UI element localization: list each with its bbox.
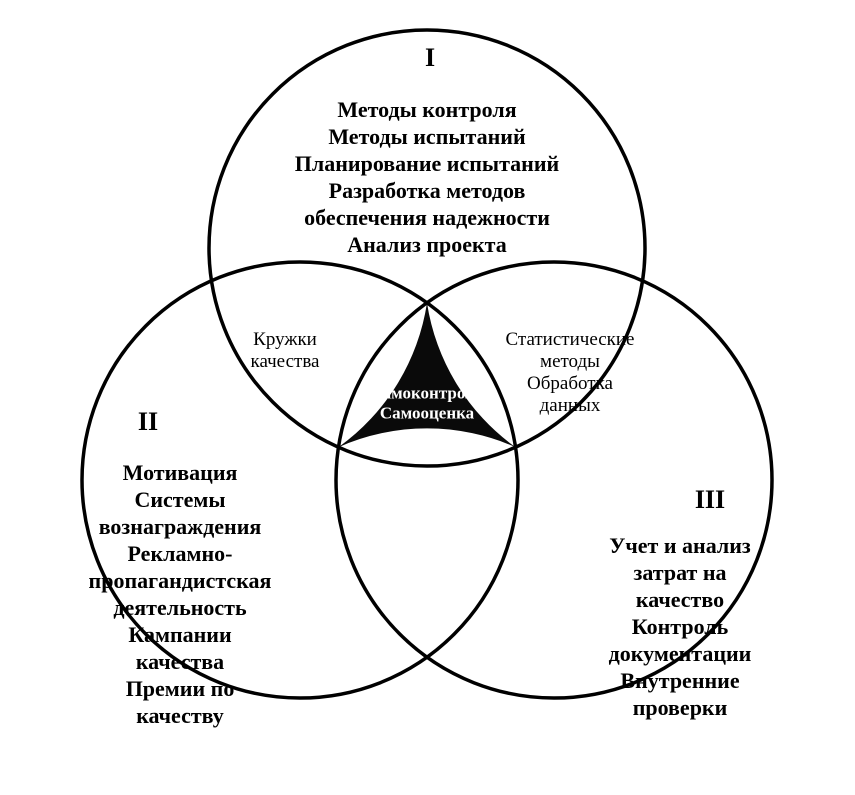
roman-III: III: [695, 485, 725, 514]
roman-II: II: [138, 407, 158, 436]
overlap-I-III-text: СтатистическиеметодыОбработкаданных: [505, 329, 634, 416]
circle-I-text: Методы контроляМетоды испытанийПланирова…: [295, 97, 560, 257]
overlap-I-II-text: Кружкикачества: [251, 329, 321, 372]
circle-III-text: Учет и анализзатрат накачествоКонтрольдо…: [609, 533, 752, 720]
roman-I: I: [425, 43, 435, 72]
venn-diagram: IIIIIIМетоды контроляМетоды испытанийПла…: [0, 0, 855, 795]
venn-center-text: СамоконтрольСамооценка: [370, 384, 483, 423]
venn-center-region: [338, 303, 515, 447]
